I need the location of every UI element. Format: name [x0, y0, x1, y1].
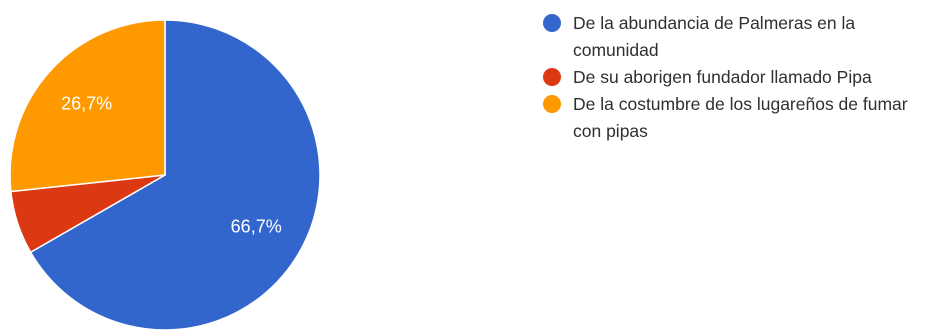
legend-label-3: De la costumbre de los lugareños de fuma… [573, 94, 908, 141]
legend-item-3: De la costumbre de los lugareños de fuma… [543, 91, 928, 145]
legend-item-1: De la abundancia de Palmeras en la comun… [543, 10, 928, 64]
pie-slice-1 [29, 19, 321, 331]
slice-label-3: 26,7% [61, 93, 112, 113]
legend-item-2: De su aborigen fundador llamado Pipa [543, 64, 928, 91]
legend-label-1: De la abundancia de Palmeras en la comun… [573, 13, 856, 60]
slice-label-1: 66,7% [231, 217, 282, 237]
pie-slices [9, 19, 321, 331]
legend-swatch-3 [543, 95, 561, 113]
chart-legend: De la abundancia de Palmeras en la comun… [543, 10, 928, 145]
pie-slice-3 [9, 19, 166, 193]
pie-labels: 66,7% 26,7% [61, 93, 282, 236]
legend-label-2: De su aborigen fundador llamado Pipa [573, 67, 872, 87]
legend-swatch-2 [543, 68, 561, 86]
legend-swatch-1 [543, 14, 561, 32]
